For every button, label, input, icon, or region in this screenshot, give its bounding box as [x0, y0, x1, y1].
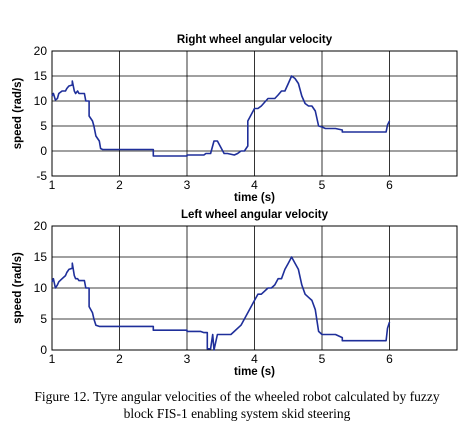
right-wheel-ytick-label-5: 5	[40, 119, 47, 133]
right-wheel-xtick-label-6: 6	[386, 178, 393, 192]
right-wheel-xtick-label-5: 5	[319, 178, 326, 192]
left-wheel-ytick-label-15: 15	[34, 250, 48, 264]
right-wheel-xtick-label-2: 2	[116, 178, 123, 192]
right-wheel-title: Right wheel angular velocity	[177, 34, 333, 46]
left-wheel-xtick-label-5: 5	[319, 352, 326, 366]
right-wheel-xtick-label-1: 1	[49, 178, 56, 192]
left-wheel-xtick-label-2: 2	[116, 352, 123, 366]
right-wheel-ytick-label-10: 10	[34, 94, 48, 108]
right-wheel-ytick-label-20: 20	[34, 44, 48, 58]
left-wheel-xtick-label-6: 6	[386, 352, 393, 366]
left-wheel-xtick-label-4: 4	[251, 352, 258, 366]
figure-caption: Figure 12. Tyre angular velocities of th…	[0, 388, 474, 422]
right-wheel-ytick-label-0: 0	[40, 144, 47, 158]
left-wheel-xlabel: time (s)	[234, 366, 275, 378]
right-wheel-xtick-label-3: 3	[184, 178, 191, 192]
right-wheel-ytick-label-neg5: -5	[36, 169, 47, 183]
left-wheel-ytick-label-0: 0	[40, 343, 47, 357]
left-wheel-ytick-label-5: 5	[40, 312, 47, 326]
left-wheel-xtick-label-1: 1	[49, 352, 56, 366]
left-wheel-chart: 1 2 3 4 5 6 0 5 10 15 20 Left wheel angular velocit…	[12, 209, 458, 378]
right-wheel-chart: 1 2 3 4 5 6 -5 0 5 10 15 20 Right wheel angular velo…	[12, 34, 458, 204]
right-wheel-xlabel: time (s)	[234, 192, 275, 204]
left-wheel-ylabel: speed (rad/s)	[12, 252, 24, 324]
left-wheel-series-line-0	[51, 256, 391, 351]
left-wheel-title: Left wheel angular velocity	[181, 209, 329, 221]
caption-line-1: Figure 12. Tyre angular velocities of th…	[34, 389, 440, 404]
caption-line-2: block FIS-1 enabling system skid steerin…	[123, 406, 351, 421]
right-wheel-ylabel: speed (rad/s)	[12, 78, 24, 150]
left-wheel-ytick-label-20: 20	[34, 219, 48, 233]
left-wheel-xtick-label-3: 3	[184, 352, 191, 366]
right-wheel-ytick-label-15: 15	[34, 69, 48, 83]
right-wheel-series-line-0	[51, 75, 391, 157]
left-wheel-ytick-label-10: 10	[34, 281, 48, 295]
right-wheel-xtick-label-4: 4	[251, 178, 258, 192]
